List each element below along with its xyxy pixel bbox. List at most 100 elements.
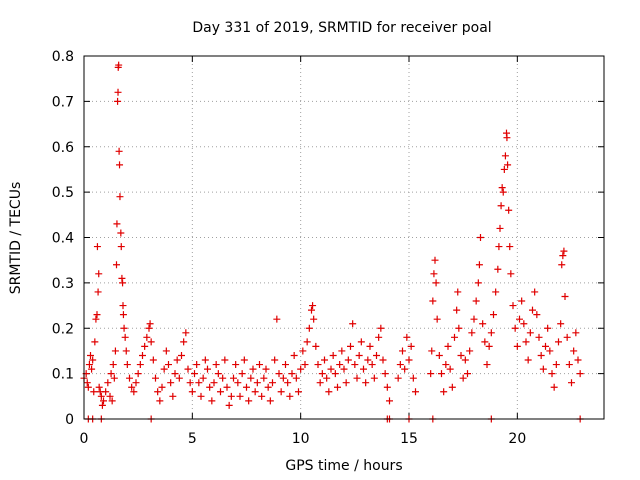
data-point [428,347,436,355]
data-point [256,361,263,369]
data-point [483,361,491,369]
data-point [227,392,235,400]
data-point [560,247,568,255]
data-point [499,188,507,196]
data-point [100,397,107,405]
data-point [104,379,112,387]
data-point [318,370,326,378]
data-point [199,374,207,382]
data-point [505,206,513,214]
data-point [106,392,114,400]
data-point [284,379,292,387]
data-point [110,374,118,382]
data-point [297,365,305,373]
grid [84,56,604,419]
data-point [310,315,318,323]
data-point [117,229,125,237]
data-point [323,374,331,382]
data-point [490,311,497,319]
data-point [262,365,270,373]
data-point [557,320,565,328]
data-point [464,370,471,378]
data-point [494,265,502,273]
y-tick-label: 0.3 [52,276,74,292]
data-point [394,374,402,382]
data-point [568,379,575,387]
data-point [485,342,493,350]
data-point [143,333,151,341]
data-point [373,351,380,359]
data-point [165,361,172,369]
data-point [88,365,96,373]
data-point [327,365,335,373]
data-point [509,302,517,310]
data-point [498,184,506,192]
data-point [290,351,298,359]
data-point [243,383,250,391]
data-point [314,361,322,369]
data-point [503,134,511,142]
data-point [325,388,333,396]
data-point [184,365,192,373]
data-point [90,388,98,396]
data-point [524,356,532,364]
data-point [399,347,406,355]
data-point [520,320,528,328]
data-point [429,297,437,305]
data-point [167,379,175,387]
data-point [208,397,216,405]
data-point [206,383,214,391]
data-point [186,379,194,387]
data-point [474,279,482,287]
data-point [288,370,296,378]
data-point [377,324,385,332]
data-point [368,361,376,369]
data-point [299,347,307,355]
data-point [260,374,268,382]
data-point [269,379,276,387]
data-point [232,361,240,369]
data-point [210,379,218,387]
data-point [234,379,242,387]
y-tick-label: 0.2 [52,321,74,337]
data-point [245,397,253,405]
data-point [558,261,566,269]
data-point [405,356,413,364]
data-point [550,383,558,391]
data-point [221,356,229,364]
data-point [366,342,374,350]
data-point [158,383,166,391]
data-point [273,315,281,323]
data-point [301,361,309,369]
data-point [459,374,467,382]
data-point [516,315,523,323]
data-point [193,361,201,369]
data-point [178,351,185,359]
data-point [518,297,526,305]
data-point [120,324,128,332]
data-point [286,392,294,400]
data-point [461,356,469,364]
data-point [122,347,130,355]
data-point [92,315,100,323]
data-point [95,383,103,391]
data-point [455,324,463,332]
data-point [470,315,478,323]
y-tick-label: 0.5 [52,185,74,201]
data-point [340,365,348,373]
data-point [93,311,101,319]
data-point [146,320,154,328]
data-point [214,370,222,378]
y-tick-label: 0.6 [52,140,74,156]
data-point [113,261,120,269]
data-point [574,356,582,364]
data-point [446,365,454,373]
data-point [102,388,110,396]
data-point [572,329,580,337]
data-point [95,270,103,278]
data-point [173,356,181,364]
y-tick-labels: 0 0.1 0.2 0.3 0.4 0.5 0.6 0.7 0.8 [52,49,74,428]
data-point [357,338,365,346]
data-point [370,374,378,382]
